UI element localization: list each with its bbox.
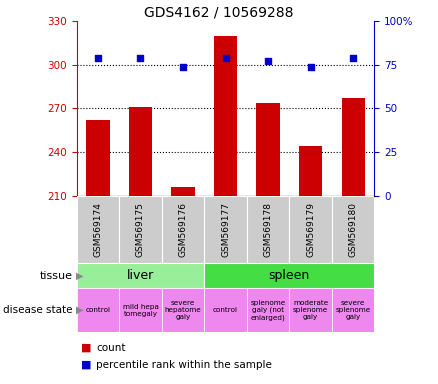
Point <box>222 55 229 61</box>
Text: GSM569180: GSM569180 <box>349 202 358 257</box>
Text: GSM569174: GSM569174 <box>93 202 102 257</box>
Bar <box>204 288 247 332</box>
Bar <box>204 263 374 288</box>
Bar <box>256 103 280 196</box>
Bar <box>204 196 247 263</box>
Bar <box>129 107 152 196</box>
Point <box>265 58 272 65</box>
Bar <box>86 120 110 196</box>
Text: severe
splenome
galy: severe splenome galy <box>336 300 371 320</box>
Text: splenome
galy (not
enlarged): splenome galy (not enlarged) <box>251 300 286 321</box>
Bar <box>247 288 290 332</box>
Text: tissue: tissue <box>39 270 72 281</box>
Text: count: count <box>96 343 126 353</box>
Bar <box>290 196 332 263</box>
Text: percentile rank within the sample: percentile rank within the sample <box>96 360 272 370</box>
Bar <box>214 36 237 196</box>
Bar <box>332 288 374 332</box>
Text: ▶: ▶ <box>76 270 84 281</box>
Bar <box>77 288 119 332</box>
Text: GSM569177: GSM569177 <box>221 202 230 257</box>
Point <box>95 55 102 61</box>
Text: GSM569179: GSM569179 <box>306 202 315 257</box>
Bar <box>162 196 204 263</box>
Text: control: control <box>85 307 110 313</box>
Text: GDS4162 / 10569288: GDS4162 / 10569288 <box>144 6 294 20</box>
Text: GSM569176: GSM569176 <box>179 202 187 257</box>
Point <box>137 55 144 61</box>
Bar <box>171 187 195 196</box>
Text: moderate
splenome
galy: moderate splenome galy <box>293 300 328 320</box>
Bar <box>299 146 322 196</box>
Bar <box>77 263 204 288</box>
Bar <box>77 196 119 263</box>
Point <box>307 63 314 70</box>
Text: GSM569178: GSM569178 <box>264 202 272 257</box>
Text: spleen: spleen <box>269 269 310 282</box>
Bar <box>119 288 162 332</box>
Text: ■: ■ <box>81 360 92 370</box>
Text: liver: liver <box>127 269 154 282</box>
Text: ▶: ▶ <box>76 305 84 315</box>
Point <box>180 63 187 70</box>
Text: disease state: disease state <box>3 305 72 315</box>
Bar <box>332 196 374 263</box>
Text: ■: ■ <box>81 343 92 353</box>
Text: severe
hepatome
galy: severe hepatome galy <box>165 300 201 320</box>
Bar <box>162 288 204 332</box>
Bar <box>342 98 365 196</box>
Text: GSM569175: GSM569175 <box>136 202 145 257</box>
Point <box>350 55 357 61</box>
Bar <box>247 196 290 263</box>
Text: control: control <box>213 307 238 313</box>
Bar <box>290 288 332 332</box>
Text: mild hepa
tomegaly: mild hepa tomegaly <box>123 304 159 316</box>
Bar <box>119 196 162 263</box>
